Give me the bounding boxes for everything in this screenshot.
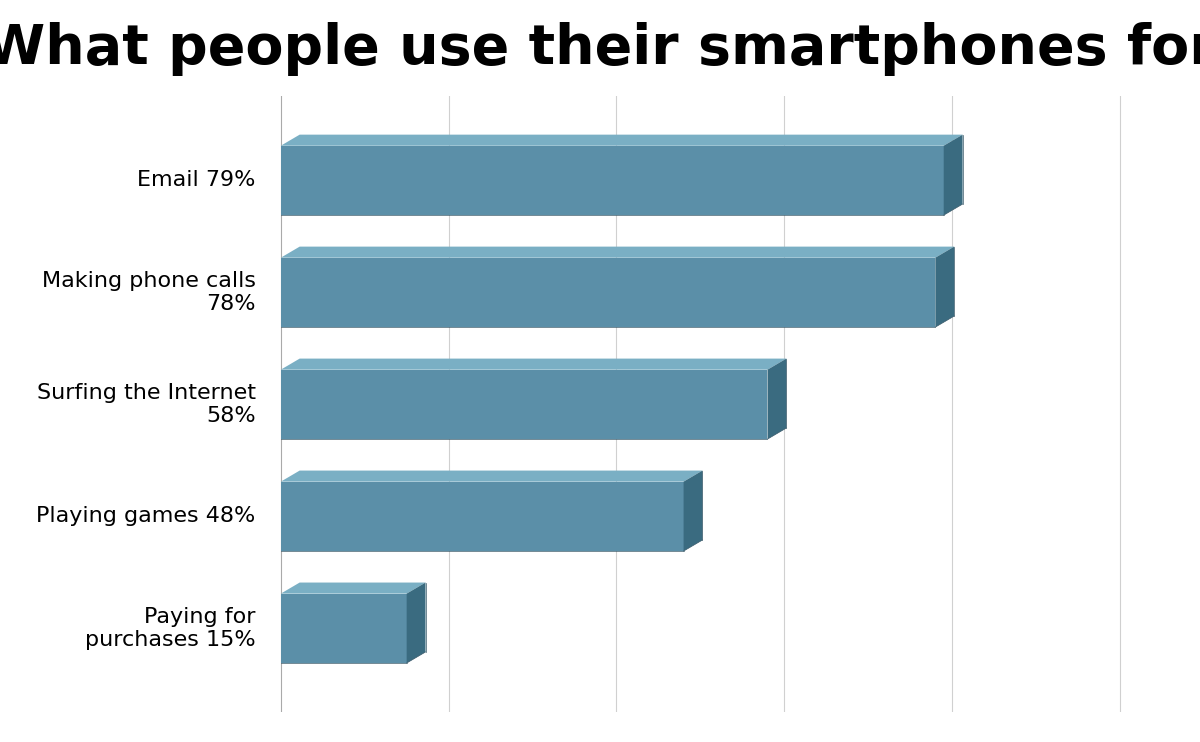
Text: Making phone calls
78%: Making phone calls 78% [42,271,256,314]
Polygon shape [281,257,935,327]
Polygon shape [768,358,786,439]
Polygon shape [281,582,426,594]
Polygon shape [281,370,768,439]
Polygon shape [407,582,426,663]
Polygon shape [281,482,684,551]
Polygon shape [943,134,962,215]
Polygon shape [281,134,962,145]
Text: Paying for
purchases 15%: Paying for purchases 15% [85,607,256,650]
Polygon shape [281,470,702,482]
Text: Surfing the Internet
58%: Surfing the Internet 58% [37,383,256,426]
Text: Email 79%: Email 79% [137,171,256,191]
Polygon shape [935,246,954,327]
Polygon shape [281,358,786,370]
Polygon shape [281,594,407,663]
Polygon shape [684,470,702,551]
Polygon shape [281,246,954,257]
Text: Playing games 48%: Playing games 48% [36,506,256,526]
Text: What people use their smartphones for: What people use their smartphones for [0,22,1200,76]
Polygon shape [281,145,943,215]
